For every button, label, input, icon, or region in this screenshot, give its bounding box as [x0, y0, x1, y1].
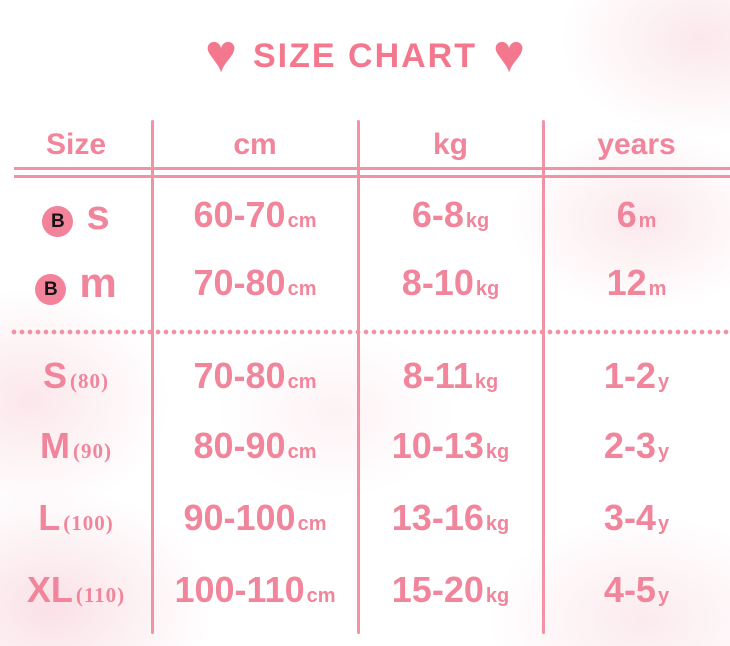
cm-unit: cm — [306, 585, 336, 607]
size-cell: S (80) — [0, 348, 152, 404]
cm-unit: cm — [287, 371, 317, 393]
kg-cell: 13-16 kg — [358, 490, 543, 546]
cm-unit: cm — [287, 210, 317, 232]
kg-value: 8-11 — [402, 355, 473, 396]
kg-value: 10-13 — [391, 425, 484, 466]
age-value: 2-3 — [603, 425, 656, 466]
cm-cell: 70-80 cm — [152, 255, 358, 311]
cm-cell: 80-90 cm — [152, 418, 358, 474]
size-cell: M (90) — [0, 418, 152, 474]
age-value: 1-2 — [603, 355, 656, 396]
kg-cell: 15-20 kg — [358, 562, 543, 618]
kg-unit: kg — [474, 371, 499, 393]
kg-value: 15-20 — [391, 569, 484, 610]
table-row: M (90) 80-90 cm 10-13 kg 2-3 y — [0, 418, 730, 474]
cm-cell: 90-100 cm — [152, 490, 358, 546]
cm-value: 60-70 — [193, 194, 286, 235]
size-note: (90) — [73, 439, 112, 463]
table-header-row: Size cm kg years — [0, 117, 730, 173]
kg-cell: 6-8 kg — [358, 187, 543, 243]
age-cell: 4-5 y — [543, 562, 730, 618]
age-value: 12 — [606, 262, 647, 303]
table-row: XL (110) 100-110 cm 15-20 kg 4-5 y — [0, 562, 730, 618]
cm-value: 90-100 — [183, 497, 296, 538]
age-unit: m — [638, 210, 657, 232]
age-unit: y — [657, 441, 670, 463]
size-label: m — [79, 259, 117, 306]
heart-icon: ♥ — [204, 24, 237, 84]
cm-value: 80-90 — [193, 425, 286, 466]
age-unit: y — [657, 585, 670, 607]
table-row: S (80) 70-80 cm 8-11 kg 1-2 y — [0, 348, 730, 404]
column-divider — [357, 120, 360, 634]
cm-cell: 100-110 cm — [152, 562, 358, 618]
cm-unit: cm — [287, 278, 317, 300]
age-value: 3-4 — [603, 497, 656, 538]
column-header-cm: cm — [233, 128, 277, 161]
cm-value: 100-110 — [174, 569, 305, 610]
heart-icon: ♥ — [493, 24, 526, 84]
cm-unit: cm — [297, 513, 327, 535]
size-label: L — [38, 497, 61, 538]
size-label: M — [40, 425, 70, 466]
column-header-size: Size — [45, 128, 107, 161]
size-cell: L (100) — [0, 490, 152, 546]
size-label: S — [42, 355, 67, 396]
age-value: 4-5 — [603, 569, 656, 610]
cm-unit: cm — [287, 441, 317, 463]
kg-cell: 10-13 kg — [358, 418, 543, 474]
page-title: SIZE CHART — [253, 37, 477, 75]
size-label: XL — [26, 569, 73, 610]
baby-badge: B — [42, 206, 74, 238]
size-note: (110) — [75, 583, 126, 607]
kg-unit: kg — [475, 278, 500, 300]
kg-unit: kg — [485, 513, 510, 535]
column-divider — [151, 120, 154, 634]
size-cell: XL (110) — [0, 562, 152, 618]
age-value: 6 — [616, 194, 637, 235]
age-unit: y — [657, 371, 670, 393]
kg-unit: kg — [485, 585, 510, 607]
baby-badge: B — [35, 274, 67, 306]
kg-value: 8-10 — [401, 262, 474, 303]
kg-unit: kg — [465, 210, 490, 232]
table-row: L (100) 90-100 cm 13-16 kg 3-4 y — [0, 490, 730, 546]
cm-cell: 70-80 cm — [152, 348, 358, 404]
age-cell: 2-3 y — [543, 418, 730, 474]
kg-cell: 8-10 kg — [358, 255, 543, 311]
title: ♥ SIZE CHART ♥ — [0, 24, 730, 84]
age-unit: m — [648, 278, 667, 300]
age-unit: y — [657, 513, 670, 535]
column-header-years: years — [597, 128, 676, 161]
kg-unit: kg — [485, 441, 510, 463]
cm-cell: 60-70 cm — [152, 187, 358, 243]
size-note: (80) — [70, 369, 109, 393]
group-divider — [10, 329, 730, 335]
age-cell: 1-2 y — [543, 348, 730, 404]
column-divider — [542, 120, 545, 634]
kg-value: 6-8 — [411, 194, 464, 235]
age-cell: 3-4 y — [543, 490, 730, 546]
age-cell: 12 m — [543, 255, 730, 311]
cm-value: 70-80 — [193, 262, 286, 303]
header-divider — [14, 167, 730, 178]
column-header-kg: kg — [432, 128, 468, 161]
cm-value: 70-80 — [193, 355, 286, 396]
kg-value: 13-16 — [391, 497, 484, 538]
size-note: (100) — [63, 511, 114, 535]
kg-cell: 8-11 kg — [358, 348, 543, 404]
size-label: s — [86, 191, 110, 238]
